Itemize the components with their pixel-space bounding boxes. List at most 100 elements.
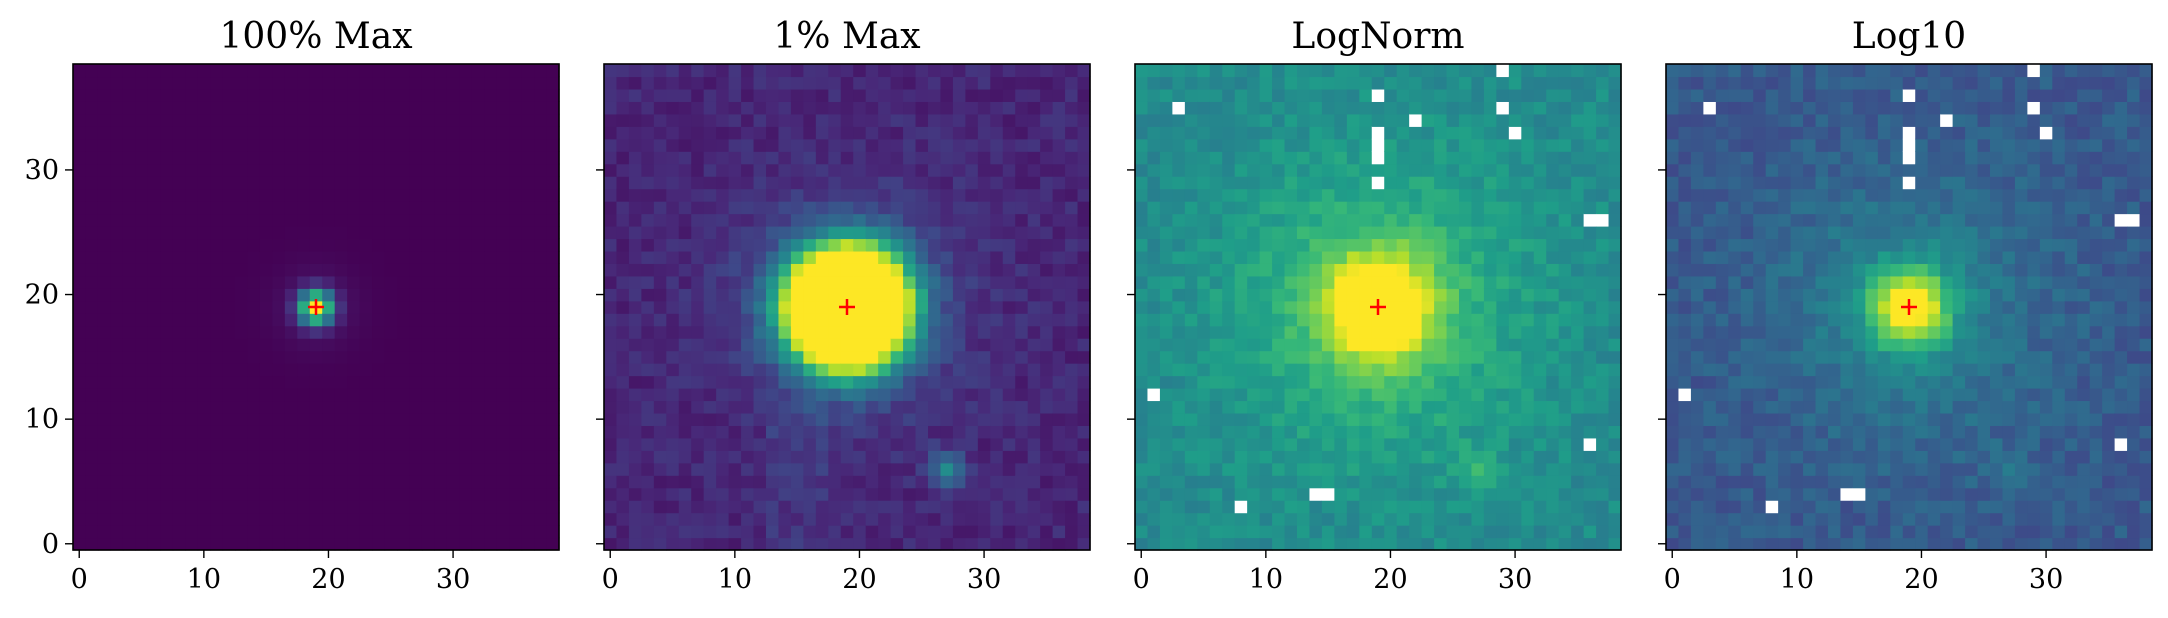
heatmap-cell bbox=[1259, 313, 1273, 327]
heatmap-cell bbox=[1135, 250, 1149, 264]
heatmap-cell bbox=[1284, 151, 1298, 165]
heatmap-cell bbox=[73, 512, 87, 526]
heatmap-cell bbox=[172, 113, 186, 127]
heatmap-cell bbox=[259, 487, 273, 501]
heatmap-cell bbox=[653, 425, 667, 439]
heatmap-cell bbox=[604, 288, 618, 302]
heatmap-cell bbox=[766, 226, 780, 240]
heatmap-cell bbox=[1077, 412, 1091, 426]
heatmap-cell bbox=[716, 300, 730, 314]
heatmap-cell bbox=[409, 201, 423, 215]
heatmap-cell bbox=[878, 126, 892, 140]
heatmap-cell bbox=[97, 437, 111, 451]
heatmap-cell bbox=[653, 176, 667, 190]
heatmap-cell bbox=[322, 76, 336, 90]
heatmap-cell bbox=[160, 512, 174, 526]
heatmap-cell bbox=[865, 101, 879, 115]
heatmap-cell bbox=[1371, 375, 1385, 389]
heatmap-cell bbox=[1052, 475, 1066, 489]
heatmap-cell bbox=[1209, 263, 1223, 277]
heatmap-cell bbox=[347, 475, 361, 489]
heatmap-cell bbox=[1002, 238, 1016, 252]
heatmap-cell bbox=[1040, 226, 1054, 240]
heatmap-cell bbox=[1690, 363, 1704, 377]
heatmap-cell bbox=[753, 126, 767, 140]
heatmap-cell bbox=[1396, 525, 1410, 539]
heatmap-cell bbox=[1583, 487, 1597, 501]
heatmap-cell bbox=[210, 64, 224, 78]
heatmap-cell bbox=[297, 388, 311, 402]
heatmap-cell bbox=[459, 437, 473, 451]
heatmap-cell bbox=[459, 250, 473, 264]
heatmap-cell bbox=[1147, 325, 1161, 339]
heatmap-cell bbox=[1483, 213, 1497, 227]
heatmap-cell bbox=[1753, 537, 1767, 551]
heatmap-cell bbox=[666, 163, 680, 177]
heatmap-cell bbox=[990, 525, 1004, 539]
heatmap-cell bbox=[372, 363, 386, 377]
heatmap-cell bbox=[865, 525, 879, 539]
heatmap-cell bbox=[890, 163, 904, 177]
heatmap-cell bbox=[1421, 188, 1435, 202]
heatmap-cell bbox=[1052, 101, 1066, 115]
heatmap-cell bbox=[1259, 388, 1273, 402]
heatmap-cell bbox=[1234, 487, 1248, 501]
heatmap-cell bbox=[459, 213, 473, 227]
heatmap-cell bbox=[641, 400, 655, 414]
heatmap-cell bbox=[459, 313, 473, 327]
heatmap-cell bbox=[1753, 275, 1767, 289]
heatmap-cell bbox=[235, 213, 249, 227]
heatmap-cell bbox=[509, 151, 523, 165]
heatmap-cell bbox=[778, 126, 792, 140]
heatmap-cell bbox=[122, 475, 136, 489]
heatmap-cell bbox=[703, 275, 717, 289]
heatmap-cell bbox=[728, 375, 742, 389]
heatmap-cell bbox=[247, 375, 261, 389]
heatmap-cell bbox=[1496, 400, 1510, 414]
heatmap-cell bbox=[397, 163, 411, 177]
heatmap-cell bbox=[1172, 201, 1186, 215]
heatmap-cell bbox=[85, 375, 99, 389]
heatmap-cell bbox=[197, 275, 211, 289]
heatmap-cell bbox=[1546, 500, 1560, 514]
heatmap-cell bbox=[1396, 388, 1410, 402]
heatmap-cell bbox=[766, 263, 780, 277]
heatmap-cell bbox=[1234, 437, 1248, 451]
heatmap-cell bbox=[977, 263, 991, 277]
heatmap-cell bbox=[259, 88, 273, 102]
heatmap-cell bbox=[122, 525, 136, 539]
heatmap-cell bbox=[1703, 462, 1717, 476]
heatmap-cell bbox=[1184, 537, 1198, 551]
heatmap-cell bbox=[1765, 138, 1779, 152]
heatmap-cell bbox=[703, 388, 717, 402]
heatmap-cell bbox=[384, 113, 398, 127]
heatmap-cell bbox=[471, 288, 485, 302]
heatmap-cell bbox=[928, 400, 942, 414]
heatmap-cell bbox=[1209, 525, 1223, 539]
heatmap-cell bbox=[185, 263, 199, 277]
heatmap-cell bbox=[1027, 64, 1041, 78]
heatmap-cell bbox=[197, 213, 211, 227]
heatmap-cell bbox=[753, 151, 767, 165]
heatmap-cell bbox=[1334, 487, 1348, 501]
heatmap-cell bbox=[1002, 525, 1016, 539]
heatmap-cell bbox=[1052, 437, 1066, 451]
heatmap-cell bbox=[1297, 113, 1311, 127]
heatmap-cell bbox=[521, 425, 535, 439]
heatmap-cell bbox=[1346, 512, 1360, 526]
heatmap-cell bbox=[1533, 101, 1547, 115]
heatmap-cell bbox=[259, 263, 273, 277]
heatmap-cell bbox=[1234, 113, 1248, 127]
heatmap-cell bbox=[940, 188, 954, 202]
heatmap-cell bbox=[459, 450, 473, 464]
heatmap-cell bbox=[741, 338, 755, 352]
heatmap-cell bbox=[977, 375, 991, 389]
heatmap-cell bbox=[853, 176, 867, 190]
heatmap-cell bbox=[471, 338, 485, 352]
heatmap-cell bbox=[210, 288, 224, 302]
heatmap-cell bbox=[73, 113, 87, 127]
heatmap-cell bbox=[1421, 313, 1435, 327]
heatmap-cell bbox=[1666, 375, 1680, 389]
heatmap-cell bbox=[172, 288, 186, 302]
heatmap-cell bbox=[616, 475, 630, 489]
